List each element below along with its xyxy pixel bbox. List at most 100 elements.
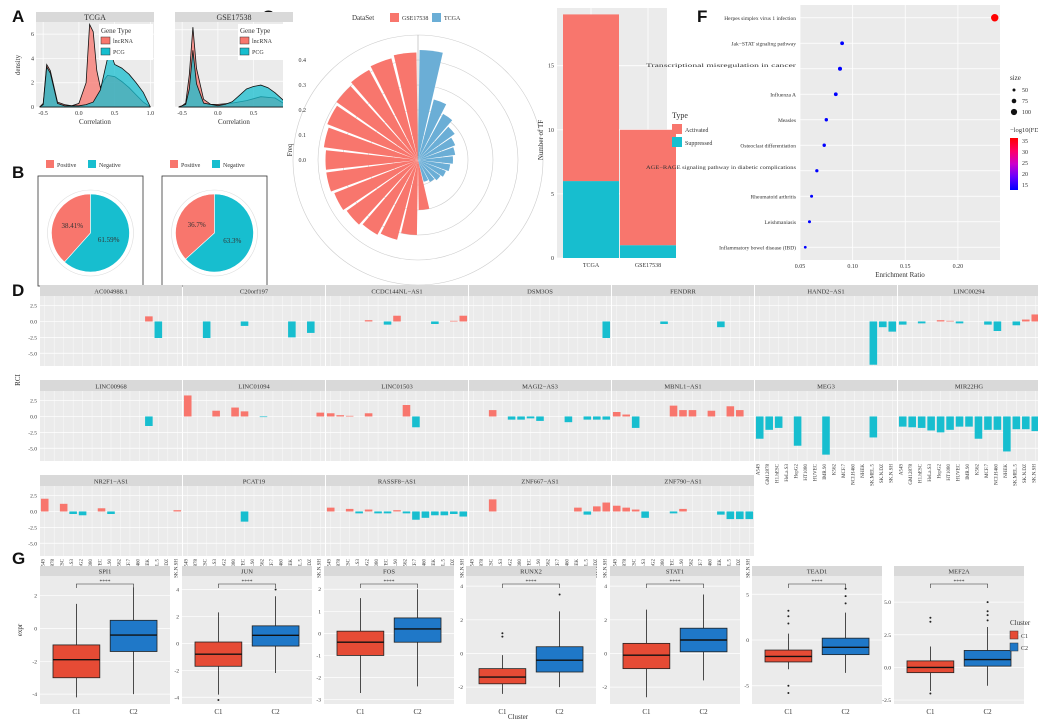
legend-title: Cluster bbox=[1010, 619, 1031, 627]
x-tick: 0.0 bbox=[75, 111, 83, 117]
rci-bar-8 bbox=[402, 405, 411, 417]
enrichment-dot-1 bbox=[840, 41, 845, 46]
pie-value-label: 61.59% bbox=[98, 236, 120, 244]
cell-line-label: SK.N.SH bbox=[460, 559, 465, 578]
cell-line-label: SK.N.SH bbox=[317, 559, 322, 578]
bar-suppressed-0 bbox=[563, 181, 619, 258]
bar-suppressed-1 bbox=[620, 245, 676, 258]
x-tick: -0.5 bbox=[177, 111, 187, 117]
rci-bar-14 bbox=[745, 511, 754, 520]
rci-facet-12: MEG3 A549 GM12878 H1.hESC HeLa.S3 HepG2 HT1080… bbox=[755, 380, 897, 486]
pie-slice-negative bbox=[64, 193, 130, 273]
outlier bbox=[986, 614, 989, 617]
size-label: 100 bbox=[1022, 110, 1031, 116]
rci-bar-9 bbox=[984, 416, 992, 430]
y-tick: 1 bbox=[318, 609, 321, 615]
density-curve-pcg bbox=[39, 52, 151, 108]
outlier bbox=[986, 619, 989, 622]
rci-bar-12 bbox=[583, 511, 592, 515]
polar-bar-panel: 0.0 0.1 0.2 0.3 0.4 Freq DataSet GSE17538 TCGA bbox=[283, 13, 556, 287]
rci-bar-10 bbox=[993, 321, 1002, 331]
legend-label: C2 bbox=[1021, 646, 1028, 652]
y-tick: 0.0 bbox=[30, 509, 37, 515]
facet-title: LINC00968 bbox=[95, 384, 126, 391]
rci-bar-6 bbox=[669, 405, 678, 417]
rci-bar-7 bbox=[822, 416, 830, 455]
rci-bar-13 bbox=[736, 410, 744, 417]
y-tick: 2 bbox=[460, 618, 463, 624]
x-tick: 1.0 bbox=[147, 111, 155, 117]
cell-line-label: A549 bbox=[328, 559, 333, 571]
facet-strip bbox=[326, 285, 468, 296]
rci-bar-11 bbox=[1003, 416, 1011, 452]
x-tick: C2 bbox=[984, 708, 993, 716]
rci-bar-5 bbox=[374, 511, 382, 514]
rci-bar-12 bbox=[726, 406, 735, 417]
facet-title: CCDC144NL−AS1 bbox=[371, 289, 422, 296]
rci-bar-0 bbox=[612, 505, 621, 512]
enrichment-dot-6 bbox=[815, 169, 819, 173]
cell-line-label: HepG2 bbox=[509, 559, 514, 574]
x-tick: C1 bbox=[72, 708, 81, 716]
facet-title: FENDRR bbox=[670, 289, 696, 296]
x-tick: 0.10 bbox=[847, 264, 858, 270]
box-facet-4: STAT1 4 2 0 -2 C1 C2 **** bbox=[602, 566, 740, 716]
y-tick: -2 bbox=[458, 685, 463, 691]
rci-bar-5 bbox=[946, 320, 954, 322]
facet-strip bbox=[752, 566, 882, 576]
cell-line-label: MCF.7 bbox=[270, 559, 275, 573]
rci-bar-4 bbox=[507, 416, 516, 420]
box-facet-0: SPI1 2 0 -2 -4 C1 C2 **** bbox=[32, 566, 170, 716]
legend-key-pcg bbox=[239, 47, 250, 56]
rci-bar-13 bbox=[593, 416, 601, 420]
cell-line-label: HepG2 bbox=[366, 559, 371, 574]
cell-line-label: HUVEC bbox=[814, 463, 819, 481]
sig-bracket bbox=[360, 583, 418, 588]
rci-bar-11 bbox=[288, 321, 296, 338]
facet-title: ZNF667−AS1 bbox=[521, 479, 558, 486]
pie-slice-negative bbox=[185, 193, 254, 273]
polar-bar-24 bbox=[370, 58, 418, 160]
facet-title: MEF2A bbox=[948, 569, 970, 576]
legend-label: Activated bbox=[685, 128, 708, 134]
cell-line-label: SK.N.DZ bbox=[594, 559, 599, 578]
legend-title: −log10(FDR) bbox=[1010, 127, 1038, 134]
pathway-label: Transcriptional misregulation in cancer bbox=[646, 63, 796, 69]
legend-key-c1 bbox=[1009, 630, 1019, 640]
facet-title: MEG3 bbox=[817, 384, 835, 391]
x-tick: C2 bbox=[842, 708, 851, 716]
sig-label: **** bbox=[954, 579, 965, 585]
outlier bbox=[274, 588, 277, 591]
rci-bar-14 bbox=[316, 412, 325, 417]
cell-line-label: SK.N.SH bbox=[1032, 464, 1037, 483]
sig-label: **** bbox=[384, 579, 395, 585]
rci-bar-12 bbox=[869, 321, 878, 365]
rci-facet-8: LINC01094 bbox=[183, 380, 325, 461]
polar-bar-22 bbox=[336, 86, 418, 160]
y-tick: -2 bbox=[316, 676, 321, 682]
rci-bar-11 bbox=[574, 507, 582, 512]
y-tick: -2.5 bbox=[28, 430, 37, 436]
outlier bbox=[558, 593, 561, 596]
y-tick: 15 bbox=[548, 64, 554, 70]
rci-bar-6 bbox=[240, 511, 249, 522]
facet-title: TEAD1 bbox=[807, 569, 828, 576]
stacked-bar-panel: TCGA GSE17538 0 5 10 15 Number of TF Type Activa… bbox=[537, 8, 712, 269]
facet-title: MIR22HG bbox=[955, 384, 983, 391]
rci-bar-12 bbox=[440, 511, 449, 516]
rci-bar-11 bbox=[431, 511, 439, 516]
facet-strip bbox=[326, 475, 468, 486]
x-tick: 0.15 bbox=[900, 264, 911, 270]
rci-bar-2 bbox=[774, 416, 783, 428]
size-key-1 bbox=[1011, 98, 1017, 104]
rci-bar-5 bbox=[517, 416, 525, 420]
rci-bar-4 bbox=[364, 413, 373, 417]
x-tick: C1 bbox=[926, 708, 935, 716]
box-c2 bbox=[821, 637, 870, 656]
legend-label: Positive bbox=[57, 163, 77, 169]
rci-facet-10: MAGI2−AS3 bbox=[469, 380, 611, 461]
rci-panel: AC004988.1 2.5 0.0 -2.5 -5.0 C20orf197 CCDC144… bbox=[14, 285, 1038, 581]
rci-bar-3 bbox=[927, 416, 935, 431]
rci-bar-14 bbox=[1031, 416, 1038, 432]
